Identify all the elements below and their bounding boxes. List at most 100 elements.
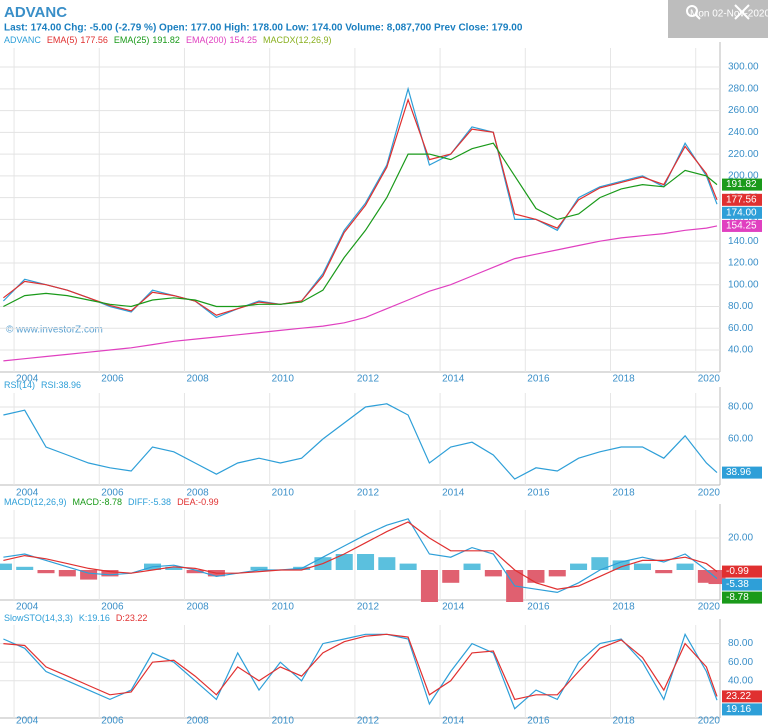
x-tick-label: 2014 [442, 602, 465, 613]
y-tick-label: 220.00 [728, 149, 759, 160]
histogram-bar [0, 563, 12, 570]
y-tick-label: 40.00 [728, 675, 753, 686]
legend: SlowSTO(14,3,3) K:19.16 D:23.22 [4, 613, 147, 623]
x-tick-label: 2006 [101, 716, 124, 726]
legend-entry: RSI:38.96 [41, 380, 81, 390]
y-tick-label: 60.00 [728, 657, 753, 668]
x-tick-label: 2014 [442, 716, 465, 726]
y-tick-label: 20.00 [728, 533, 753, 544]
histogram-bar [250, 566, 268, 570]
value-box-label: -0.99 [726, 566, 749, 577]
histogram-bar [357, 554, 375, 570]
value-box [722, 206, 762, 219]
legend-value: 191.82 [152, 35, 180, 45]
value-box [722, 178, 762, 191]
y-tick-label: 60.00 [728, 434, 753, 445]
x-tick-label: 2012 [357, 716, 380, 726]
y-tick-label: 300.00 [728, 62, 759, 73]
close-button[interactable] [734, 4, 750, 20]
y-tick-label: 240.00 [728, 127, 759, 138]
histogram-bar [399, 563, 417, 570]
y-tick-label: 100.00 [728, 279, 759, 290]
histogram-bar [676, 563, 694, 570]
x-tick-label: 2006 [101, 488, 124, 499]
x-tick-label: 2016 [527, 374, 550, 385]
legend-entry: ADVANC [4, 35, 41, 45]
x-tick-label: 2018 [613, 716, 636, 726]
x-tick-label: 2008 [186, 602, 209, 613]
x-tick-label: 2012 [357, 374, 380, 385]
x-tick-label: 2008 [186, 716, 209, 726]
x-tick-label: 2006 [101, 374, 124, 385]
value-box-label: 177.56 [726, 194, 757, 205]
y-tick-label: 280.00 [728, 83, 759, 94]
value-box-label: 38.96 [726, 467, 751, 478]
legend: ADVANC EMA(5) 177.56 EMA(25) 191.82 EMA(200) 1… [4, 35, 332, 45]
series-line [2, 86, 718, 319]
zoom-button[interactable] [686, 5, 701, 20]
value-box [722, 219, 762, 232]
histogram-bar [527, 570, 545, 583]
histogram-bar [612, 560, 630, 570]
histogram-bar [80, 570, 98, 580]
date: Mon 02-Nov-2020 [690, 9, 768, 20]
value-box-label: -8.78 [726, 592, 749, 603]
value-box [722, 703, 762, 716]
histogram-bar [591, 557, 609, 570]
histogram-bar [708, 570, 726, 585]
y-tick-label: 140.00 [728, 236, 759, 247]
histogram-bar [101, 570, 119, 577]
histogram-bar [484, 570, 502, 577]
y-tick-label: 200.00 [728, 171, 759, 182]
quote: Last: 174.00 Chg: -5.00 (-2.79 %) Open: … [4, 23, 523, 34]
x-tick-label: 2004 [16, 488, 39, 499]
toolbar [668, 0, 768, 38]
legend: RSI(14) RSI:38.96 [4, 380, 81, 390]
x-tick-label: 2018 [613, 602, 636, 613]
x-tick-label: 2016 [527, 602, 550, 613]
legend-title: MACD(12,26,9) [4, 497, 67, 507]
y-tick-label: 160.00 [728, 214, 759, 225]
watermark: © www.investorZ.com [6, 325, 103, 336]
x-tick-label: 2008 [186, 374, 209, 385]
y-tick-label: 260.00 [728, 105, 759, 116]
symbol: ADVANC [4, 4, 67, 21]
x-tick-label: 2014 [442, 374, 465, 385]
legend-entry: K:19.16 [79, 613, 110, 623]
legend-title: SlowSTO(14,3,3) [4, 613, 73, 623]
legend-entry: DEA:-0.99 [177, 497, 219, 507]
histogram-bar [58, 570, 76, 577]
series-line [3, 518, 718, 594]
legend: MACD(12,26,9) MACD:-8.78 DIFF:-5.38 DEA:-0.… [4, 497, 219, 507]
x-tick-label: 2020 [698, 488, 721, 499]
histogram-bar [335, 554, 353, 570]
series-line [3, 403, 718, 480]
legend-entry: MACD:-8.78 [73, 497, 123, 507]
value-box [722, 578, 762, 591]
legend-title: RSI(14) [4, 380, 35, 390]
histogram-bar [655, 570, 673, 574]
value-box-label: 154.25 [726, 221, 757, 232]
value-box-label: 23.22 [726, 691, 751, 702]
x-tick-label: 2006 [101, 602, 124, 613]
x-tick-label: 2018 [613, 374, 636, 385]
series-line [3, 225, 718, 362]
histogram-bar [37, 570, 55, 574]
x-tick-label: 2020 [698, 716, 721, 726]
series-line [3, 97, 718, 316]
value-box-label: 191.82 [726, 179, 757, 190]
histogram-bar [378, 557, 396, 570]
histogram-bar [633, 563, 651, 570]
x-tick-label: 2012 [357, 488, 380, 499]
y-tick-label: 40.00 [728, 345, 753, 356]
y-tick-label: 80.00 [728, 402, 753, 413]
legend-entry: EMA(5) [47, 35, 78, 45]
y-tick-label: 80.00 [728, 301, 753, 312]
value-box [722, 193, 762, 206]
series-line [3, 521, 718, 590]
x-tick-label: 2010 [272, 716, 295, 726]
histogram-bar [420, 570, 438, 602]
legend-entry: DIFF:-5.38 [128, 497, 171, 507]
series-line [3, 633, 718, 701]
